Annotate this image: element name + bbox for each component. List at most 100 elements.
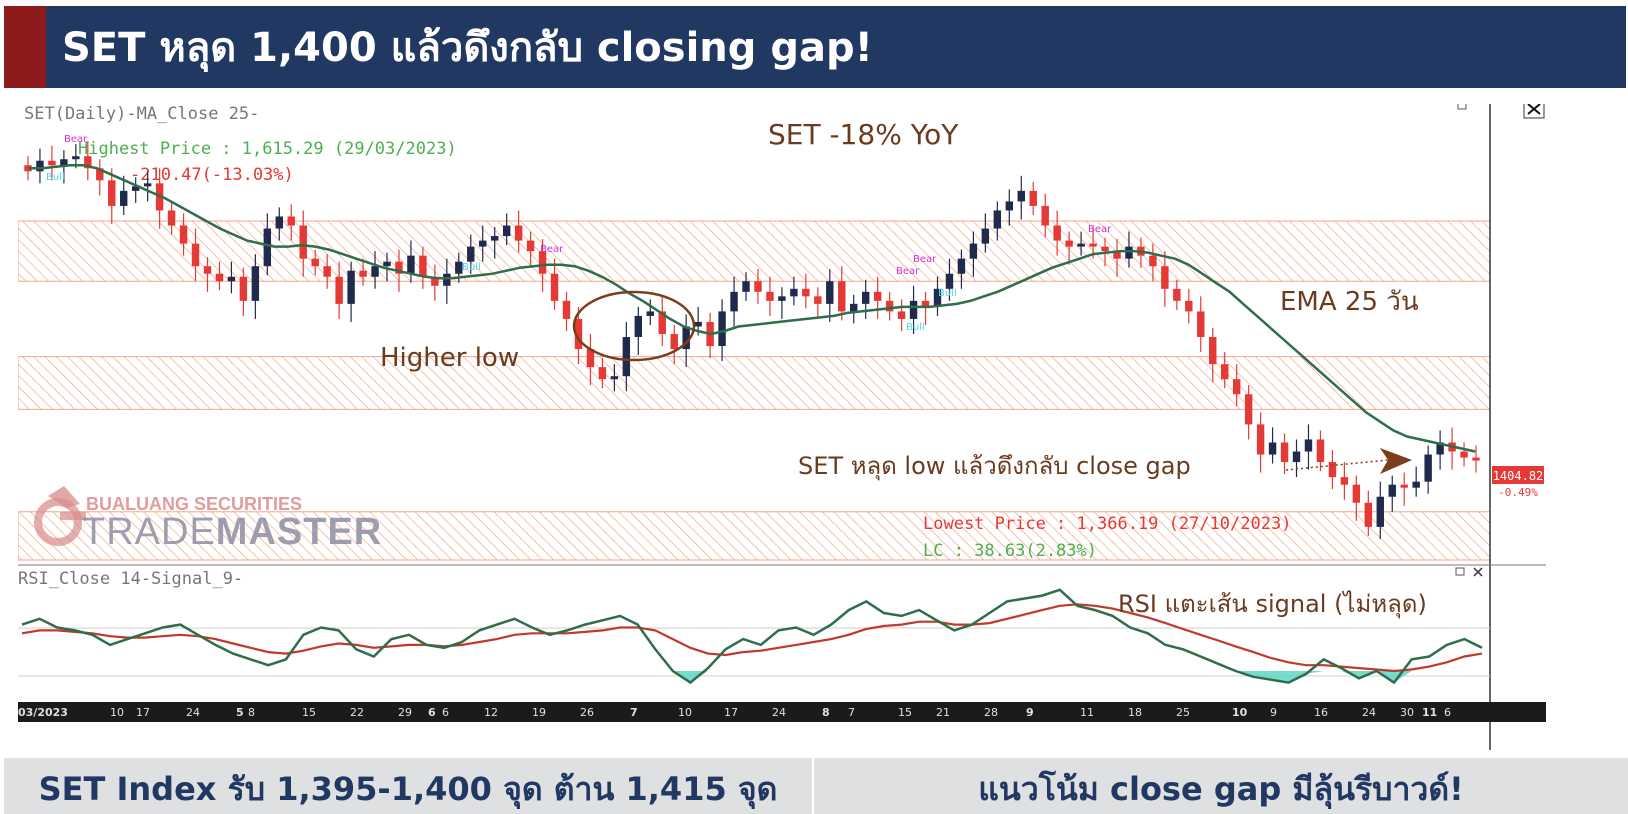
candle-body-91 — [1113, 251, 1121, 259]
rsi-panel-close-icon[interactable] — [1473, 567, 1483, 577]
x-axis-label-21: 21 — [936, 706, 950, 719]
candle-body-96 — [1173, 288, 1181, 301]
x-axis-label-29: 16 — [1314, 706, 1328, 719]
candle-body-82 — [1005, 201, 1014, 211]
candle-body-85 — [1041, 205, 1049, 226]
candle-body-13 — [179, 225, 188, 244]
candle-body-111 — [1352, 484, 1361, 503]
rsi-panel-expand-icon[interactable] — [1455, 567, 1465, 576]
gap-arrow-line — [1285, 459, 1389, 471]
bear-signal-3: Bear — [896, 266, 920, 277]
x-axis-label-7: 22 — [350, 706, 364, 719]
x-axis-label-19: 7 — [848, 706, 855, 719]
candle-body-35 — [443, 273, 451, 286]
x-axis-label-9: 6 — [428, 706, 436, 719]
bull-signal-1: Bull — [46, 172, 65, 183]
gap-arrow-head — [1380, 448, 1412, 474]
price-chart: BUALUANG SECURITIES TRADEMASTER SET(Dail… — [18, 104, 1546, 750]
candle-body-2 — [48, 160, 56, 166]
candle-body-69 — [850, 303, 858, 312]
candle-body-31 — [395, 261, 403, 274]
watermark-line1: BUALUANG SECURITIES — [86, 494, 302, 514]
candle-body-121 — [1472, 457, 1480, 461]
x-axis-label-31: 30 — [1400, 706, 1414, 719]
candle-body-54 — [670, 334, 678, 350]
candle-body-110 — [1340, 477, 1349, 485]
candle-body-16 — [215, 273, 224, 282]
chart-area: BUALUANG SECURITIES TRADEMASTER SET(Dail… — [18, 104, 1610, 750]
watermark-line2: TRADEMASTER — [82, 511, 382, 553]
candle-body-23 — [299, 225, 307, 259]
candle-body-113 — [1376, 496, 1384, 527]
x-axis-label-2: 17 — [136, 706, 150, 719]
candle-body-118 — [1436, 442, 1444, 455]
x-axis-label-11: 12 — [484, 706, 498, 719]
annotation-higher-low: Higher low — [380, 343, 519, 373]
candle-body-48 — [598, 367, 607, 380]
candle-body-7 — [108, 180, 116, 206]
candle-body-43 — [538, 251, 547, 274]
bear-signal-4: Bear — [913, 254, 937, 265]
candle-body-86 — [1053, 225, 1061, 241]
annotation-ema: EMA 25 วัน — [1280, 287, 1419, 317]
x-axis-label-27: 10 — [1232, 706, 1248, 719]
bull-signal-4: Bull — [906, 322, 925, 333]
candle-body-60 — [742, 281, 750, 292]
candle-body-47 — [586, 349, 595, 368]
candle-body-76 — [933, 288, 942, 307]
lowest-price-label: Lowest Price : 1,366.19 (27/10/2023) — [923, 514, 1291, 534]
x-axis-label-0: 03/2023 — [18, 706, 68, 719]
candle-body-37 — [467, 246, 475, 262]
candle-body-52 — [646, 311, 654, 316]
candle-body-28 — [359, 270, 367, 277]
bull-signal-3: Bull — [938, 288, 957, 299]
x-axis-label-23: 9 — [1026, 706, 1034, 719]
annotation-yoy: SET -18% YoY — [768, 118, 959, 151]
candle-body-58 — [718, 311, 726, 347]
support-zones — [18, 220, 1491, 561]
header-bar — [46, 6, 1626, 88]
candle-body-26 — [335, 276, 343, 304]
x-axis-label-12: 19 — [532, 706, 546, 719]
x-axis-label-32: 11 — [1422, 706, 1437, 719]
candle-body-20 — [263, 228, 272, 267]
candle-body-29 — [371, 266, 379, 277]
x-axis-label-10: 6 — [442, 706, 449, 719]
candle-body-83 — [1017, 190, 1025, 202]
candle-body-4 — [72, 156, 80, 160]
candle-body-6 — [96, 168, 104, 181]
lc-label: LC : 38.63(2.83%) — [923, 541, 1097, 561]
candle-body-56 — [694, 321, 702, 327]
footer-right-text: แนวโน้ม close gap มีลุ้นรีบาวด์! — [978, 770, 1464, 808]
candle-body-61 — [754, 281, 762, 292]
highest-price-label: Highest Price : 1,615.29 (29/03/2023) — [78, 139, 457, 159]
x-axis-label-3: 24 — [186, 706, 200, 719]
candle-body-114 — [1388, 484, 1396, 497]
x-axis-label-25: 18 — [1128, 706, 1142, 719]
main-panel-close-icon[interactable] — [1523, 104, 1545, 119]
candle-body-94 — [1149, 255, 1157, 267]
x-axis-label-22: 28 — [984, 706, 998, 719]
x-axis-label-17: 24 — [772, 706, 786, 719]
candle-body-104 — [1268, 442, 1277, 455]
main-panel-expand-icon[interactable] — [1457, 104, 1467, 110]
rsi-signal-line — [21, 603, 1483, 673]
candle-body-112 — [1364, 502, 1373, 527]
x-axis-label-4: 5 — [236, 706, 244, 719]
candle-body-88 — [1077, 243, 1085, 247]
candle-body-25 — [323, 266, 331, 277]
higher-low-circle — [572, 290, 696, 362]
candle-body-49 — [610, 376, 619, 380]
candle-body-92 — [1125, 246, 1133, 259]
candle-body-19 — [251, 266, 260, 301]
candle-body-116 — [1412, 481, 1420, 488]
x-axis-label-24: 11 — [1080, 706, 1094, 719]
candle-body-84 — [1029, 190, 1037, 206]
zone-0 — [18, 220, 1491, 282]
candle-body-34 — [431, 276, 439, 286]
candle-body-17 — [227, 276, 236, 282]
annotation-close-gap: SET หลุด low แล้วดึงกลับ close gap — [798, 452, 1191, 481]
candle-body-67 — [826, 281, 834, 304]
candle-body-89 — [1089, 243, 1097, 247]
candle-body-98 — [1197, 311, 1205, 338]
